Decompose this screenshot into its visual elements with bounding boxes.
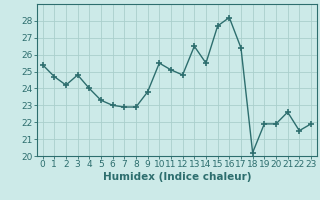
X-axis label: Humidex (Indice chaleur): Humidex (Indice chaleur) [102,172,251,182]
